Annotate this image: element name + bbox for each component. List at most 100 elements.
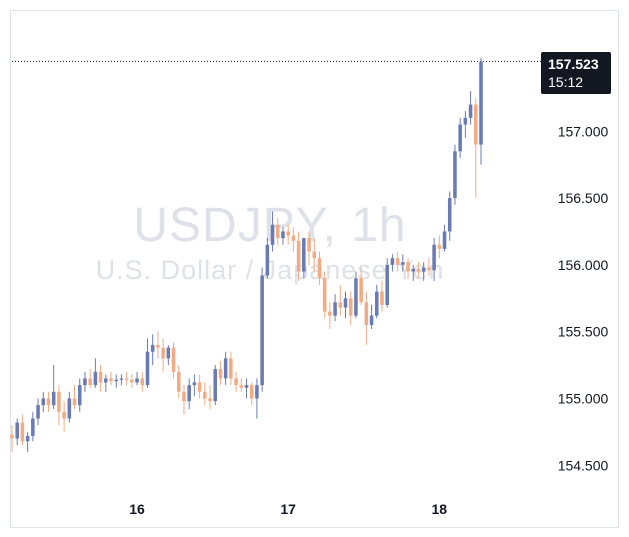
candle-body: [130, 379, 134, 383]
candle-body: [93, 371, 98, 386]
x-tick-label: 18: [432, 501, 448, 517]
candle-body: [390, 258, 395, 265]
candle-body: [31, 418, 35, 436]
candle-body: [270, 224, 275, 245]
x-tick-label: 17: [280, 501, 296, 517]
candle-body: [286, 231, 290, 236]
candle-body: [317, 258, 322, 279]
candle-body: [213, 369, 218, 402]
candle-body: [432, 244, 436, 271]
candle-body: [140, 378, 145, 386]
candle-body: [453, 151, 457, 199]
candle-body: [249, 385, 254, 399]
candle-body: [57, 391, 61, 412]
y-tick-label: 155.500: [558, 324, 609, 340]
candle-body: [166, 347, 171, 359]
candle-body: [385, 264, 389, 305]
candle-body: [291, 235, 296, 241]
candle-body: [187, 385, 191, 402]
last-price-label: 157.523 15:12: [541, 52, 611, 94]
candle-body: [260, 275, 264, 386]
candle-body: [203, 391, 207, 399]
candle-body: [364, 302, 369, 325]
y-tick-label: 156.500: [558, 190, 609, 206]
candle-body: [312, 251, 317, 259]
candle-body: [51, 391, 56, 406]
candle-body: [343, 298, 348, 308]
candle-body: [104, 378, 108, 383]
candle-body: [192, 382, 197, 386]
candle-body: [46, 398, 51, 406]
candle-body: [62, 411, 66, 419]
candle-body: [229, 358, 233, 379]
candle-body: [333, 302, 337, 316]
chart-title-watermark: USDJPY, 1h: [133, 199, 407, 252]
candle-body: [197, 382, 202, 392]
candle-body: [77, 385, 82, 406]
candle-body: [380, 291, 384, 305]
candle-body: [156, 345, 160, 348]
candle-body: [119, 378, 124, 380]
y-tick-label: 154.500: [558, 457, 609, 473]
candle-body: [176, 371, 181, 392]
chart-subtitle-watermark: U.S. Dollar / Japanese Yen: [95, 255, 445, 285]
candle-body: [88, 378, 92, 386]
candle-body: [41, 398, 46, 406]
candle-body: [437, 244, 442, 249]
y-tick-label: 157.000: [558, 123, 609, 139]
candle-body: [25, 435, 30, 442]
candle-body: [474, 104, 478, 145]
candle-body: [109, 378, 113, 382]
candle-body: [20, 422, 25, 442]
candle-body: [375, 291, 379, 316]
candle-body: [395, 258, 400, 265]
candle-body: [145, 351, 150, 386]
candle-body: [406, 262, 410, 272]
candle-body: [348, 298, 353, 316]
candle-body: [135, 378, 139, 383]
candle-body: [10, 434, 14, 439]
candle-body: [307, 238, 311, 252]
candle-body: [72, 398, 77, 406]
candle-body: [244, 385, 249, 388]
candle-body: [98, 371, 103, 383]
candle-body: [296, 240, 301, 272]
candle-body: [427, 267, 431, 271]
y-tick-label: 156.000: [558, 257, 609, 273]
candle-body: [411, 268, 416, 272]
candle-body: [302, 238, 306, 272]
candle-body: [369, 315, 374, 325]
candle-body: [67, 398, 72, 419]
candle-body: [36, 405, 40, 419]
candle-body: [322, 278, 327, 312]
candle-body: [182, 391, 186, 402]
candle-body: [359, 278, 363, 303]
candle-body: [218, 369, 223, 379]
candle-body: [161, 347, 165, 359]
candle-body: [421, 267, 426, 272]
candle-body: [458, 124, 462, 152]
candle-body: [114, 379, 118, 382]
candle-body: [354, 278, 358, 316]
candle-body: [338, 302, 343, 308]
candle-body: [150, 345, 155, 352]
candle-body: [124, 378, 129, 380]
candle-body: [463, 117, 468, 125]
candle-body: [208, 398, 212, 402]
candle-body: [239, 385, 244, 388]
candle-body: [468, 104, 473, 118]
y-tick-label: 155.000: [558, 390, 609, 406]
candle-body: [281, 231, 285, 239]
candle-body: [328, 311, 332, 316]
candle-body: [234, 378, 238, 386]
candle-countdown: 15:12: [548, 74, 584, 90]
candle-body: [15, 422, 19, 439]
candle-body: [265, 244, 270, 276]
candle-body: [442, 231, 447, 249]
candle-body: [223, 358, 228, 379]
candle-body: [171, 347, 176, 372]
candle-body: [479, 61, 483, 145]
candle-body: [416, 268, 421, 272]
candle-body: [255, 385, 259, 399]
